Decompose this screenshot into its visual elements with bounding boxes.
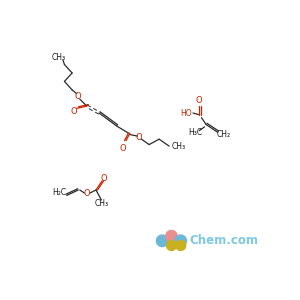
Text: CH₃: CH₃: [95, 199, 109, 208]
Text: CH₃: CH₃: [52, 53, 66, 62]
Text: CH₂: CH₂: [217, 130, 231, 139]
Text: Chem.com: Chem.com: [189, 234, 258, 247]
Text: HO: HO: [181, 109, 192, 118]
Text: O: O: [100, 174, 107, 183]
Circle shape: [166, 230, 177, 242]
Text: O: O: [136, 133, 142, 142]
Text: O: O: [83, 189, 90, 198]
Text: H₃C: H₃C: [188, 128, 203, 137]
Circle shape: [167, 240, 176, 250]
Text: CH₃: CH₃: [172, 142, 186, 151]
Text: O: O: [75, 92, 82, 101]
Text: O: O: [70, 107, 77, 116]
Circle shape: [175, 235, 187, 247]
Circle shape: [156, 235, 168, 247]
Text: O: O: [120, 144, 126, 153]
Text: O: O: [196, 96, 202, 105]
Circle shape: [176, 240, 186, 250]
Text: H₂C: H₂C: [53, 188, 67, 197]
